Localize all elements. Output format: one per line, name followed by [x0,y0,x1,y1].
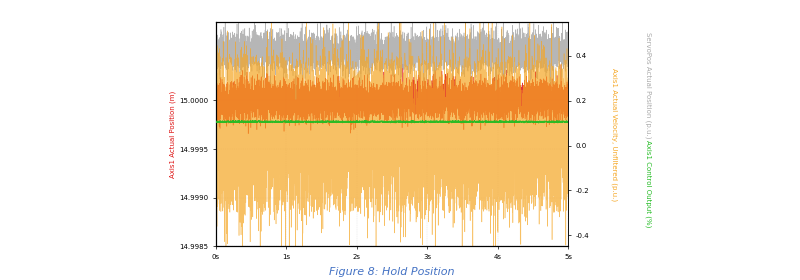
Text: Axis1 Control Output (%): Axis1 Control Output (%) [645,140,651,227]
Text: Figure 8: Hold Position: Figure 8: Hold Position [330,267,454,277]
Text: ServoPos Actual Position (p.u.): ServoPos Actual Position (p.u.) [645,32,651,138]
Y-axis label: Axis1 Actual Position (m): Axis1 Actual Position (m) [170,91,177,178]
Text: Axis1 Actual Velocity, Unfiltered (p.u.): Axis1 Actual Velocity, Unfiltered (p.u.) [611,68,618,201]
